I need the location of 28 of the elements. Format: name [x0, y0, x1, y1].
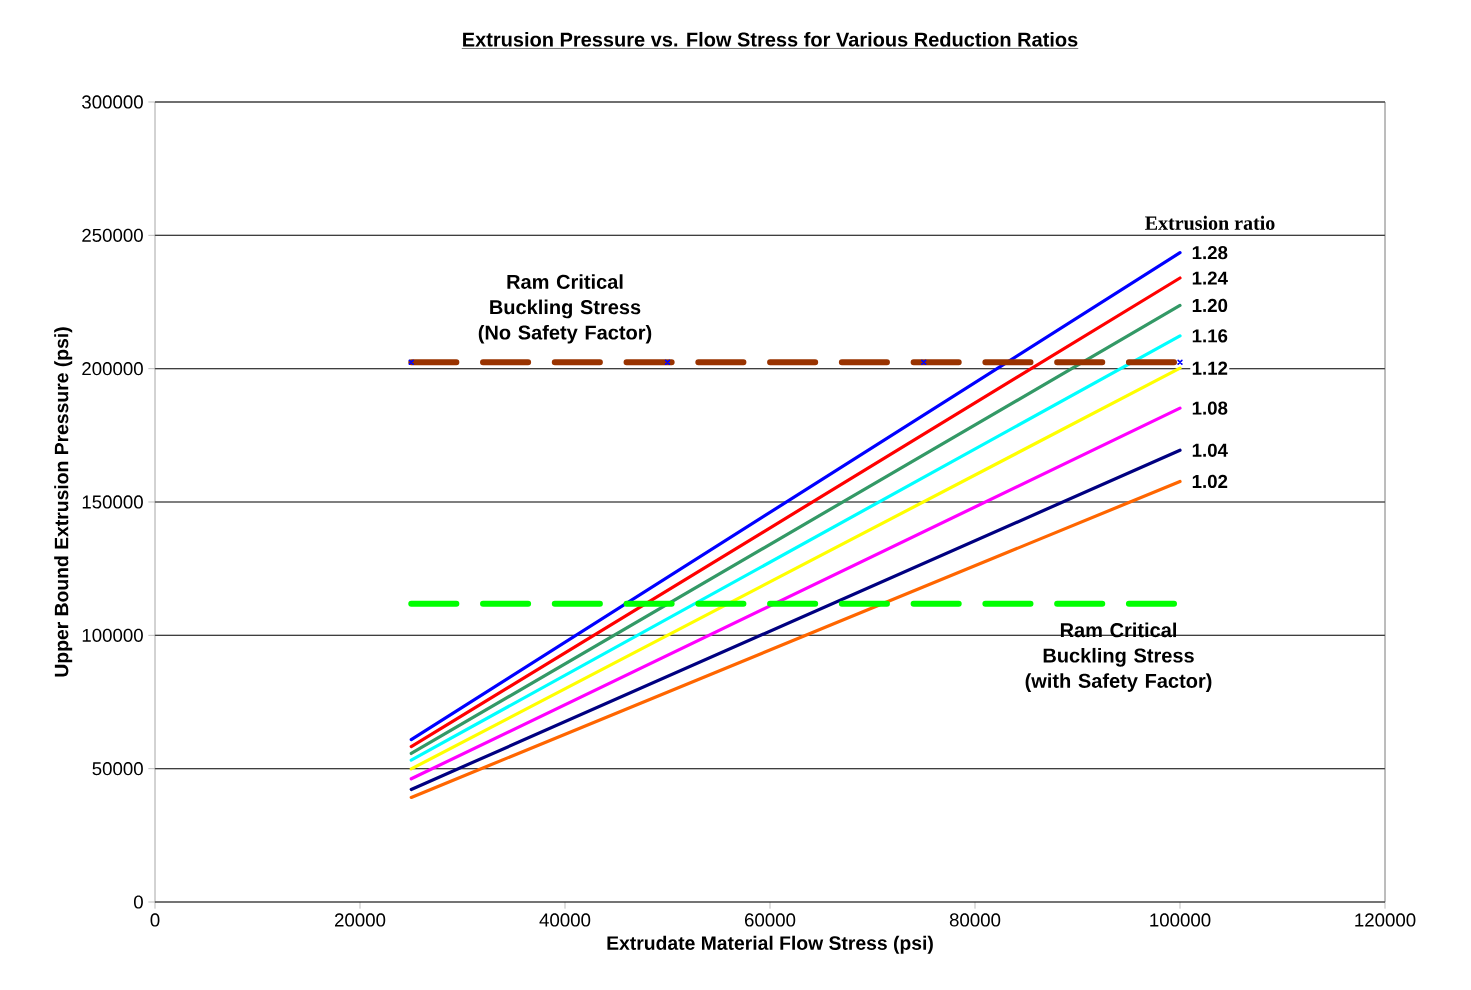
x-tick-label: 80000: [949, 913, 1001, 927]
x-axis-title: Extrudate Material Flow Stress (psi): [607, 935, 933, 954]
series-label: 1.02: [1192, 474, 1228, 489]
series-label: 1.12: [1192, 361, 1228, 375]
x-tick-label: 40000: [539, 913, 591, 927]
x-tick-label: 0: [150, 913, 160, 927]
y-tick-label: 150000: [82, 495, 143, 509]
y-tick-label: 300000: [82, 95, 143, 109]
chart-title: Extrusion Pressure vs. Flow Stress for Various Reduction Ratios: [463, 31, 1078, 47]
series-label: 1.28: [1192, 246, 1228, 260]
y-tick-label: 200000: [82, 362, 143, 376]
legend-title: Extrusion ratio: [1145, 215, 1275, 230]
x-tick-label: 60000: [745, 913, 796, 927]
series-label: 1.24: [1192, 271, 1228, 285]
y-tick-label: 250000: [82, 228, 143, 242]
series-label: 1.20: [1192, 298, 1228, 313]
y-tick-label: 100000: [82, 628, 143, 642]
series-label: 1.04: [1192, 443, 1228, 457]
series-label: 1.08: [1192, 401, 1228, 415]
x-tick-label: 20000: [334, 913, 386, 927]
y-tick-label: 50000: [92, 762, 143, 776]
annotation: Ram Critical Buckling Stress (with Safety Factor): [1025, 622, 1212, 692]
y-axis-title: Upper Bound Extrusion Pressure (psi): [54, 327, 73, 677]
y-tick-label: 0: [133, 895, 143, 909]
annotation: Ram Critical Buckling Stress (No Safety Factor): [478, 274, 652, 344]
x-tick-label: 100000: [1150, 913, 1211, 927]
series-label: 1.16: [1192, 329, 1228, 343]
x-tick-label: 120000: [1355, 913, 1416, 927]
